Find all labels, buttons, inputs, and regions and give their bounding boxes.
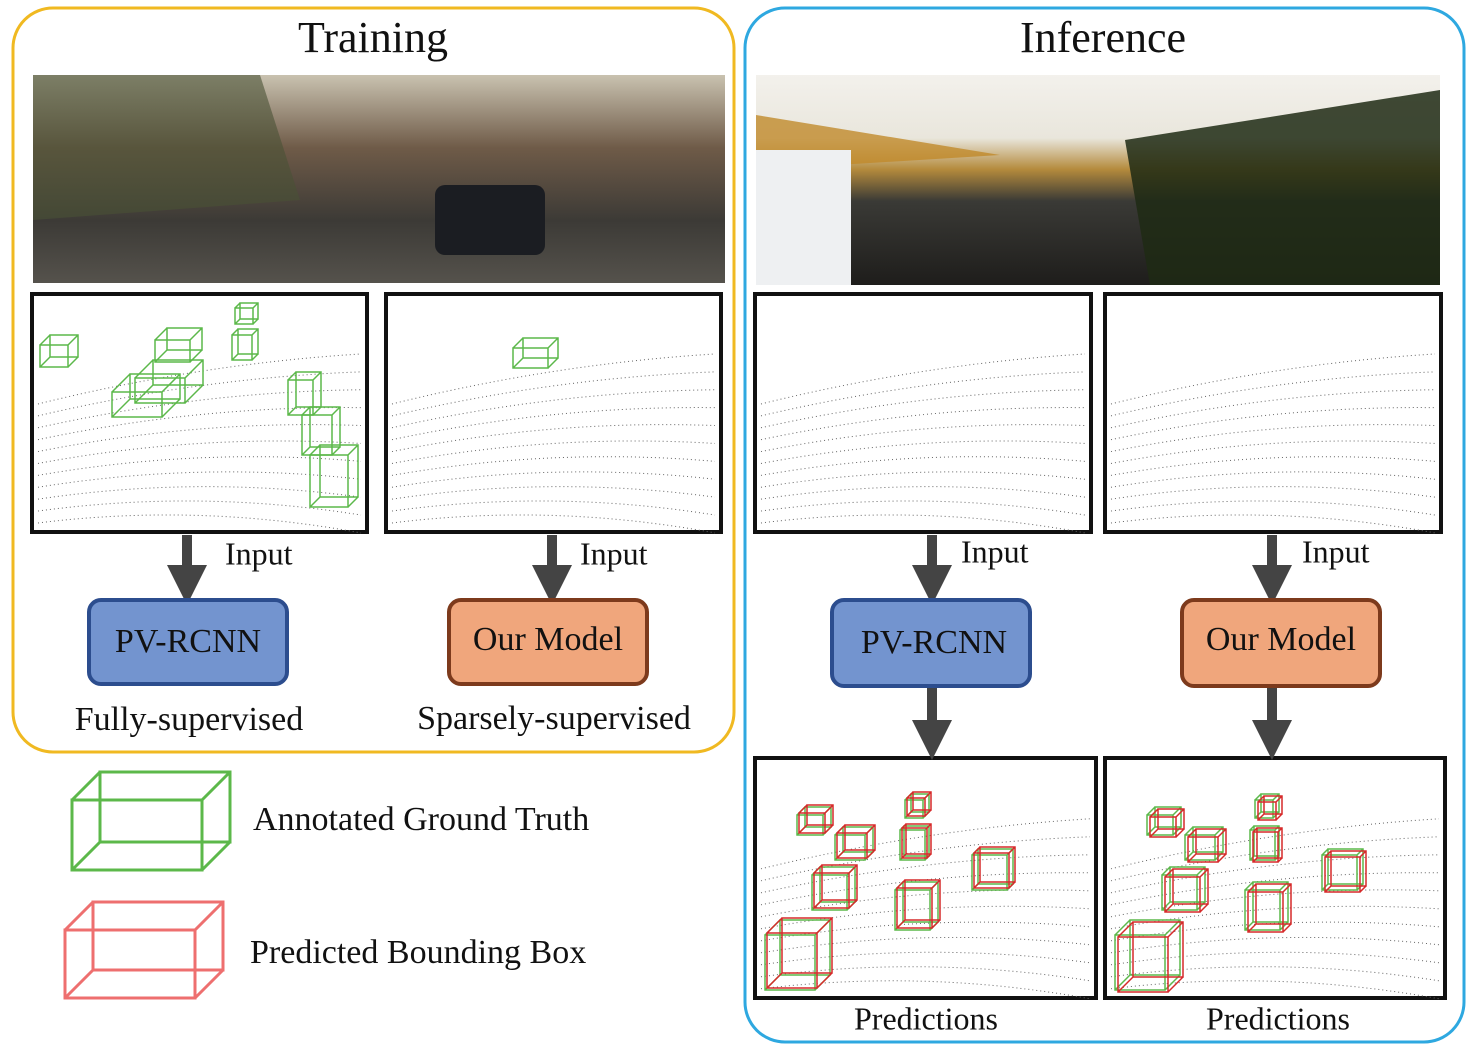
bounding-box: [836, 824, 876, 859]
panel-title: Training: [298, 13, 448, 62]
bounding-box: [973, 846, 1016, 889]
scan-line: [1110, 980, 1440, 1000]
bounding-box: [901, 823, 932, 859]
legend-label: Annotated Ground Truth: [253, 801, 589, 838]
scan-line: [1110, 371, 1436, 417]
bounding-box: [1114, 919, 1181, 991]
scan-line: [37, 371, 362, 417]
scan-line: [1110, 854, 1440, 894]
bounding-box: [798, 804, 834, 834]
image-detail: [1125, 90, 1440, 285]
legend-label: Predicted Bounding Box: [250, 934, 586, 971]
bounding-box: [906, 791, 932, 817]
panel-title: Inference: [1020, 13, 1186, 62]
input-label: Input: [225, 535, 293, 571]
scan-line: [760, 371, 1086, 417]
scan-line: [391, 353, 716, 405]
image-detail: [435, 185, 545, 255]
bounding-box: [1149, 808, 1185, 838]
scan-line: [37, 353, 362, 405]
bounding-box: [1257, 795, 1283, 821]
input-label: Input: [1302, 533, 1370, 569]
bounding-box: [1117, 921, 1184, 993]
caption: Sparsely-supervised: [417, 700, 691, 737]
point-cloud: [1103, 292, 1443, 534]
scan-line: [1110, 951, 1440, 966]
image-detail: [756, 150, 851, 285]
bounding-box: [1244, 881, 1289, 931]
bounding-box: [1254, 793, 1280, 819]
bounding-box: [70, 770, 232, 872]
bounding-box: [234, 302, 259, 325]
bounding-box: [1184, 826, 1224, 861]
scan-line: [760, 980, 1091, 1000]
bounding-box: [1252, 827, 1283, 863]
input-label: Input: [580, 535, 648, 571]
scan-line: [760, 389, 1086, 429]
bounding-box: [1146, 806, 1182, 836]
model-name: PV-RCNN: [861, 624, 1007, 661]
scan-line: [760, 966, 1091, 982]
bounding-box: [63, 900, 225, 1000]
bounding-box: [39, 334, 79, 368]
scan-line: [760, 854, 1091, 894]
scan-line: [1110, 966, 1440, 982]
model-box: [1180, 598, 1382, 688]
bounding-box: [512, 337, 559, 369]
bounding-box: [766, 917, 833, 989]
bounding-box: [309, 444, 359, 508]
model-name: Our Model: [473, 621, 623, 658]
bounding-box: [1324, 850, 1367, 893]
scan-line: [1110, 936, 1440, 954]
bounding-box: [813, 864, 858, 909]
scan-line: [760, 836, 1091, 882]
bounding-box: [1187, 828, 1227, 863]
input-label: Input: [961, 533, 1029, 569]
caption: Fully-supervised: [75, 701, 304, 738]
bounding-box: [231, 328, 259, 361]
bounding-box: [134, 359, 204, 404]
bounding-box: [1321, 848, 1364, 891]
scan-line: [760, 818, 1091, 870]
output-label: Predictions: [854, 1000, 998, 1036]
bounding-box: [1161, 866, 1206, 911]
bounding-box: [1164, 868, 1209, 913]
inference-panel: [743, 6, 1466, 1044]
bounding-box: [896, 879, 941, 929]
image-detail: [33, 75, 300, 220]
training-panel: [11, 6, 736, 754]
scan-line: [1110, 836, 1440, 882]
model-name: PV-RCNN: [115, 623, 261, 660]
model-box: [87, 598, 289, 686]
bounding-box: [111, 373, 181, 418]
scan-line: [1110, 818, 1440, 870]
scan-line: [391, 371, 716, 417]
scan-line: [760, 872, 1091, 906]
point-cloud: [384, 292, 723, 534]
output-label: Predictions: [1206, 1000, 1350, 1036]
bounding-box: [1247, 883, 1292, 933]
model-name: Our Model: [1206, 621, 1356, 658]
bounding-box: [154, 327, 203, 363]
point-cloud: [30, 292, 369, 534]
model-box: [447, 598, 649, 686]
scan-line: [1110, 389, 1436, 429]
point-cloud: [753, 292, 1093, 534]
model-box: [830, 598, 1032, 688]
